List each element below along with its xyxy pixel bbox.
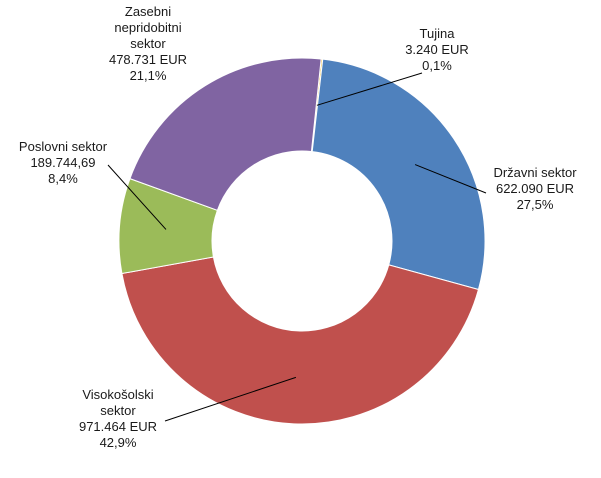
leader-line-0 <box>316 72 423 106</box>
slice-label-line: 971.464 EUR <box>79 419 157 434</box>
slice-1 <box>311 58 486 291</box>
slice-label-line: 42,9% <box>100 435 137 450</box>
donut-slices <box>118 57 486 425</box>
slice-labels: Tujina 3.240 EUR 0,1% Državni sektor 622.090… <box>19 4 577 450</box>
slice-label-3: Poslovni sektor 189.744,69 8,4% <box>19 139 108 186</box>
slice-label-line: Državni sektor <box>493 165 577 180</box>
slice-label-line: 8,4% <box>48 171 78 186</box>
leader-line-2 <box>164 376 297 422</box>
slice-label-line: 0,1% <box>422 58 452 73</box>
slice-label-4: Zasebni nepridobitni sektor 478.731 EUR 21,1… <box>109 4 187 83</box>
slice-label-line: 21,1% <box>130 68 167 83</box>
slice-label-1: Državni sektor 622.090 EUR 27,5% <box>493 165 577 212</box>
slice-label-0: Tujina 3.240 EUR 0,1% <box>405 26 469 73</box>
slice-label-line: 27,5% <box>517 197 554 212</box>
slice-label-2: Visokošolski sektor 971.464 EUR 42,9% <box>79 387 157 450</box>
slice-4 <box>129 57 322 211</box>
slice-label-line: Tujina <box>420 26 456 41</box>
slice-label-line: Visokošolski <box>82 387 153 402</box>
slice-label-line: 622.090 EUR <box>496 181 574 196</box>
leader-line-3 <box>107 164 167 230</box>
slice-label-line: 478.731 EUR <box>109 52 187 67</box>
slice-label-line: Zasebni <box>125 4 171 19</box>
slice-label-line: sektor <box>130 36 166 51</box>
slice-label-line: sektor <box>100 403 136 418</box>
slice-2 <box>121 256 480 425</box>
slice-label-line: 189.744,69 <box>30 155 95 170</box>
slice-label-line: Poslovni sektor <box>19 139 108 154</box>
slice-label-line: 3.240 EUR <box>405 42 469 57</box>
leader-lines <box>107 72 487 422</box>
slice-label-line: nepridobitni <box>114 20 181 35</box>
leader-line-1 <box>414 164 487 194</box>
